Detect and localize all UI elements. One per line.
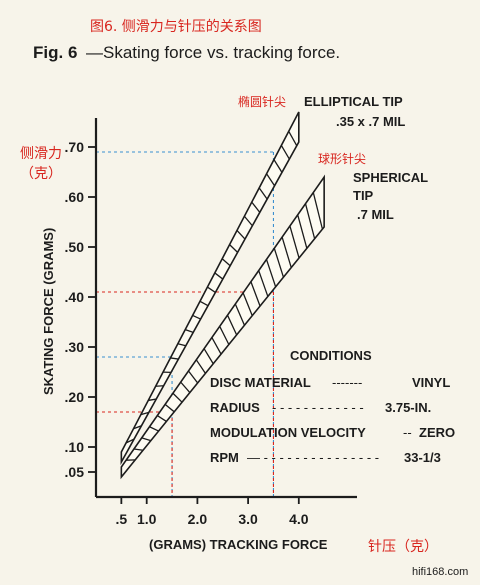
elliptical-hatch — [273, 159, 283, 173]
condition-disc-material-label: DISC MATERIAL — [210, 375, 311, 390]
spherical-hatch — [149, 426, 159, 432]
spherical-label-cn: 球形针尖 — [318, 151, 366, 166]
elliptical-hatch — [133, 425, 142, 430]
condition-radius-value: 3.75-IN. — [385, 400, 431, 415]
spherical-hatch — [258, 270, 269, 297]
condition-rpm-leader: — - - - - - - - - - - - - - - - — [247, 450, 379, 465]
spherical-hatch — [195, 359, 206, 374]
spherical-label: SPHERICAL — [353, 170, 428, 185]
elliptical-hatch — [140, 411, 150, 416]
y-tick-label: .30 — [65, 339, 85, 355]
elliptical-hatch — [266, 173, 276, 187]
spherical-hatch — [297, 214, 308, 249]
elliptical-hatch — [170, 357, 179, 360]
elliptical-band — [120, 111, 300, 466]
x-axis-title: (GRAMS) TRACKING FORCE — [149, 537, 328, 552]
spherical-hatch — [203, 348, 214, 365]
x-axis-title-cn: 针压（克） — [368, 539, 438, 555]
elliptical-hatch — [258, 187, 268, 200]
elliptical-label-cn: 椭圆针尖 — [238, 94, 286, 109]
elliptical-hatch — [221, 258, 231, 267]
y-tick-label: .10 — [65, 439, 85, 455]
figure-label: Fig. 6 — [33, 43, 77, 62]
spherical-tip-label: TIP — [353, 188, 374, 203]
reference-lines — [96, 151, 275, 497]
elliptical-hatch — [185, 328, 194, 334]
elliptical-size-label: .35 x .7 MIL — [336, 114, 405, 129]
spherical-hatch — [141, 437, 152, 442]
spherical-hatch — [187, 370, 199, 384]
condition-rpm-value: 33-1/3 — [404, 450, 441, 465]
spherical-hatch — [312, 192, 324, 230]
elliptical-label: ELLIPTICAL TIP — [304, 94, 403, 109]
elliptical-hatch — [288, 130, 298, 147]
elliptical-hatch — [155, 385, 164, 387]
x-tick-label: 3.0 — [238, 511, 258, 527]
y-ticks: .05 .10 .20 .30 .40 .50 .60 .70 — [65, 139, 96, 480]
x-tick-label: 4.0 — [289, 511, 309, 527]
y-tick-label: .05 — [65, 464, 85, 480]
condition-modulation-label: MODULATION VELOCITY — [210, 425, 366, 440]
elliptical-hatch — [148, 398, 157, 402]
spherical-hatch — [281, 236, 292, 268]
spherical-hatch — [133, 448, 144, 451]
y-tick-label: .40 — [65, 289, 85, 305]
spherical-hatch — [180, 381, 191, 394]
elliptical-hatch — [229, 244, 239, 253]
elliptical-hatch — [207, 286, 216, 293]
spherical-hatch — [234, 303, 246, 326]
elliptical-hatch — [280, 145, 290, 160]
x-tick-label: 1.0 — [137, 511, 157, 527]
elliptical-hatch — [177, 343, 186, 347]
spherical-hatch — [273, 248, 285, 278]
condition-rpm-label: RPM — [210, 450, 239, 465]
watermark: hifi168.com — [412, 566, 468, 578]
spherical-hatch — [242, 292, 253, 316]
condition-disc-material-value: VINYL — [412, 375, 450, 390]
conditions-heading: CONDITIONS — [290, 348, 372, 363]
spherical-hatch — [156, 415, 167, 422]
y-axis-title-cn-unit: （克） — [20, 166, 62, 182]
elliptical-hatch — [243, 215, 253, 227]
elliptical-hatch — [199, 300, 209, 307]
chinese-caption: 图6. 侧滑力与针压的关系图 — [90, 18, 262, 35]
y-axis-title-cn: 侧滑力 — [20, 145, 62, 162]
spherical-hatch — [211, 337, 222, 355]
figure-title: —Skating force vs. tracking force. — [86, 43, 340, 62]
condition-modulation-value: ZERO — [419, 425, 455, 440]
y-tick-label: .50 — [65, 239, 85, 255]
spherical-hatch — [289, 225, 300, 259]
x-tick-label: .5 — [116, 511, 128, 527]
tip-bands — [120, 111, 325, 480]
spherical-hatch — [250, 281, 261, 307]
y-tick-label: .70 — [65, 139, 85, 155]
condition-disc-material-leader: ------- — [332, 375, 362, 390]
condition-modulation-leader: -- — [403, 425, 412, 440]
spherical-hatch — [172, 392, 183, 403]
spherical-hatch — [219, 326, 230, 345]
y-tick-label: .60 — [65, 189, 85, 205]
y-axis-title: SKATING FORCE (GRAMS) — [41, 228, 56, 395]
condition-radius-leader: - - - - - - - - - - - - — [272, 400, 364, 415]
x-tick-label: 2.0 — [188, 511, 208, 527]
x-ticks: .5 1.0 2.0 3.0 4.0 — [116, 497, 309, 527]
elliptical-hatch — [192, 314, 201, 320]
spherical-hatch — [226, 314, 238, 336]
spherical-hatch — [265, 259, 277, 288]
spherical-size-label: .7 MIL — [357, 207, 394, 222]
elliptical-hatch — [214, 272, 224, 280]
elliptical-hatch — [125, 438, 135, 444]
spherical-hatch — [304, 203, 316, 239]
condition-radius-label: RADIUS — [210, 400, 260, 415]
spherical-hatch — [164, 403, 175, 413]
spherical-band — [120, 174, 325, 480]
elliptical-hatch — [236, 229, 246, 240]
elliptical-hatch — [251, 201, 261, 213]
y-tick-label: .20 — [65, 389, 85, 405]
